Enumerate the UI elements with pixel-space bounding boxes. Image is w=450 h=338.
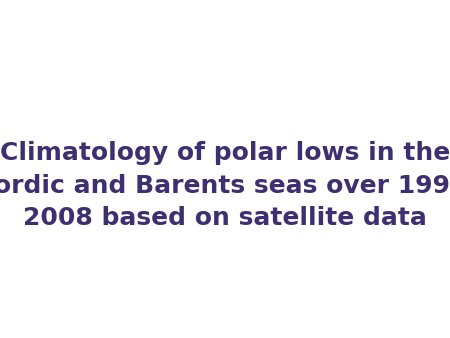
Text: Climatology of polar lows in the
Nordic and Barents seas over 1995-
2008 based o: Climatology of polar lows in the Nordic … (0, 141, 450, 231)
